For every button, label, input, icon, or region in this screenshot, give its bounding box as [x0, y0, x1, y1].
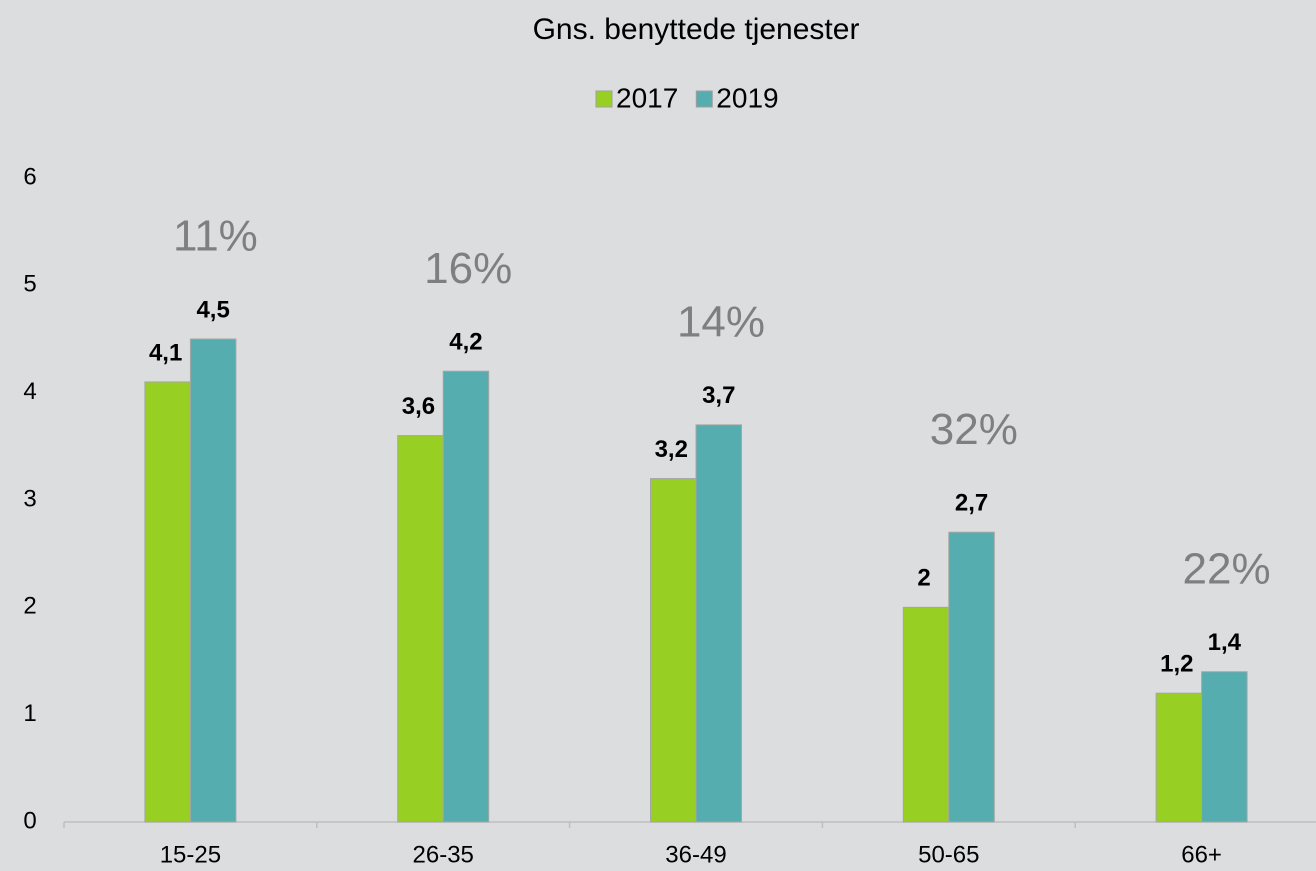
bar — [189, 338, 237, 823]
value-label: 2,7 — [955, 490, 988, 517]
y-tick-label: 2 — [23, 593, 36, 620]
change-annotation: 16% — [424, 244, 512, 293]
y-tick-label: 0 — [23, 807, 36, 834]
bar — [397, 435, 444, 823]
bar — [442, 370, 490, 823]
value-label: 3,6 — [402, 393, 435, 420]
change-annotation: 11% — [173, 212, 258, 261]
change-annotation: 14% — [677, 297, 765, 346]
x-tick-label: 36-49 — [665, 841, 726, 868]
legend-label: 2017 — [616, 82, 678, 113]
y-tick-label: 3 — [23, 485, 36, 512]
change-annotation: 22% — [1183, 544, 1271, 593]
value-label: 4,1 — [149, 339, 182, 366]
legend-swatch — [695, 90, 713, 108]
value-label: 3,7 — [702, 382, 735, 409]
y-tick-label: 4 — [23, 378, 36, 405]
value-label: 1,4 — [1208, 629, 1242, 656]
chart-title: Gns. benyttede tjenester — [533, 13, 860, 46]
bar — [650, 478, 697, 823]
bar — [695, 424, 742, 823]
bar — [1155, 692, 1203, 823]
x-tick-label: 26-35 — [413, 841, 474, 868]
legend-label: 2019 — [716, 82, 778, 113]
y-tick-label: 5 — [23, 271, 36, 298]
y-tick-label: 1 — [23, 700, 36, 727]
bar — [144, 381, 191, 823]
x-tick-label: 66+ — [1181, 841, 1222, 868]
bar — [948, 531, 995, 823]
legend-swatch — [595, 90, 613, 108]
value-label: 3,2 — [655, 436, 688, 463]
value-label: 4,2 — [449, 329, 482, 356]
bar — [902, 606, 950, 823]
y-tick-label: 6 — [23, 163, 36, 190]
x-tick-label: 50-65 — [918, 841, 979, 868]
x-tick-label: 15-25 — [160, 841, 221, 868]
value-label: 2 — [917, 565, 930, 592]
value-label: 1,2 — [1160, 651, 1193, 678]
change-annotation: 32% — [930, 405, 1018, 454]
bar — [1201, 671, 1248, 823]
value-label: 4,5 — [196, 296, 229, 323]
